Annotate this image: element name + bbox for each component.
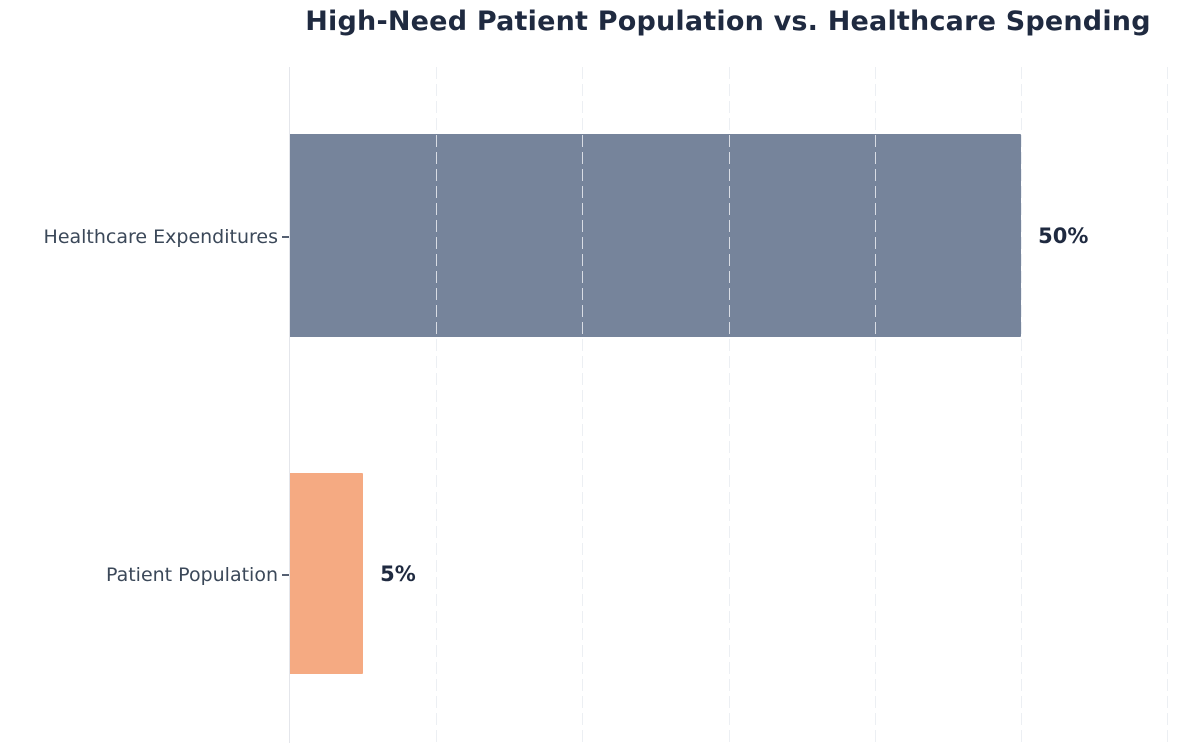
value-label-healthcare-expenditures: 50%	[1038, 223, 1089, 248]
gridline	[1021, 67, 1022, 743]
axis-tick-mark	[282, 574, 289, 576]
bar-patient-population	[290, 473, 364, 674]
plot-area: 50% 5%	[289, 67, 1200, 743]
gridline	[1167, 67, 1168, 743]
value-label-patient-population: 5%	[380, 561, 416, 586]
category-label-text: Patient Population	[105, 564, 278, 586]
y-axis-label-healthcare-expenditures: Healthcare Expenditures	[0, 226, 289, 248]
bar-healthcare-expenditures	[290, 134, 1022, 337]
y-axis-label-patient-population: Patient Population	[0, 564, 289, 586]
axis-tick-mark	[282, 236, 289, 238]
category-label-text: Healthcare Expenditures	[43, 226, 278, 248]
chart-title: High-Need Patient Population vs. Healthc…	[305, 6, 1151, 37]
